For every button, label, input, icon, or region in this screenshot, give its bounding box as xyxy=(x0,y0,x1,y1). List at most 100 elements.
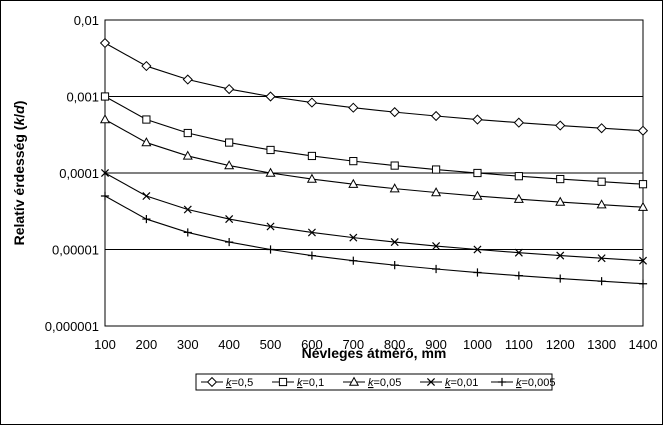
x-tick-label: 900 xyxy=(425,337,447,352)
series-point xyxy=(307,151,317,161)
series-point xyxy=(349,256,358,265)
series-point xyxy=(637,125,649,136)
series-point xyxy=(224,160,235,170)
series-point xyxy=(225,237,234,247)
series-2 xyxy=(99,114,649,211)
series-point xyxy=(596,123,607,134)
x-axis-tick-labels: 100 200 300 400 500 600 700 800 900 1000 1100 1200 1… xyxy=(94,337,657,352)
series-point xyxy=(224,83,235,95)
series-point xyxy=(473,245,482,254)
series-point xyxy=(348,178,359,188)
series-point xyxy=(555,120,566,131)
x-tick-label: 400 xyxy=(218,337,240,352)
series-point xyxy=(473,268,482,277)
series-line xyxy=(104,96,644,185)
y-axis-title: Relatív érdesség (k/d) xyxy=(11,101,27,246)
x-tick-label: 600 xyxy=(301,337,323,352)
series-point xyxy=(142,115,151,124)
series-point xyxy=(99,37,111,49)
legend-item: k=0,1 xyxy=(272,377,324,389)
series-point xyxy=(100,191,110,201)
series-4 xyxy=(100,191,648,288)
series-point xyxy=(430,110,442,122)
series-point xyxy=(183,228,192,237)
series-line xyxy=(104,195,644,285)
grid-layer xyxy=(105,96,643,250)
y-tick-label: 0,000001 xyxy=(45,319,99,334)
x-tick-label: 500 xyxy=(260,337,282,352)
series-3 xyxy=(100,168,648,265)
series-point xyxy=(556,174,565,184)
series-point xyxy=(225,138,234,147)
series-point xyxy=(597,177,606,186)
series-point xyxy=(389,183,400,193)
series-point xyxy=(596,199,607,209)
x-tick-label: 1200 xyxy=(546,337,575,352)
series-point xyxy=(389,107,400,118)
legend-swatch-marker xyxy=(426,377,436,387)
x-axis-title: Névleges átmérő, mm xyxy=(302,345,447,361)
series-point xyxy=(597,277,606,286)
legend-label: k=0,01 xyxy=(445,377,478,389)
series-point xyxy=(306,97,318,108)
series-point xyxy=(306,173,317,183)
series-point xyxy=(472,190,483,200)
legend-label: k=0,05 xyxy=(368,377,401,389)
y-axis-tick-labels: 0,01 0,001 0,0001 0,00001 0,000001 xyxy=(45,13,99,334)
series-point xyxy=(266,222,275,231)
legend-swatch-marker xyxy=(278,377,288,387)
x-tick-label: 1300 xyxy=(587,337,616,352)
series-point xyxy=(100,168,110,178)
legend: k=0,5 k=0,1 k=0,05 k=0,01 k=0,005 xyxy=(195,373,555,391)
series-point xyxy=(390,161,399,170)
series-point xyxy=(473,168,482,178)
legend-item: k=0,01 xyxy=(420,377,478,389)
series-point xyxy=(265,91,276,102)
series-point xyxy=(431,187,442,197)
x-tick-label: 300 xyxy=(177,337,199,352)
series-line xyxy=(104,119,644,208)
series-point xyxy=(514,271,523,280)
series-point xyxy=(638,180,648,189)
series-point xyxy=(513,117,524,128)
series-point xyxy=(266,145,275,155)
series-point xyxy=(472,114,483,125)
x-tick-label: 200 xyxy=(136,337,158,352)
y-tick-label: 0,0001 xyxy=(59,166,99,181)
series-point xyxy=(182,74,193,85)
x-tick-label: 700 xyxy=(342,337,364,352)
x-tick-label: 1100 xyxy=(505,337,533,352)
y-tick-label: 0,001 xyxy=(66,90,99,105)
series-point xyxy=(431,165,441,174)
series-point xyxy=(141,60,152,72)
series-point xyxy=(514,172,523,181)
series-line xyxy=(104,172,644,262)
legend-item: k=0,005 xyxy=(491,377,555,389)
legend-swatch-marker xyxy=(348,376,360,386)
series-point xyxy=(556,274,565,283)
series-point xyxy=(182,150,193,160)
x-tick-label: 800 xyxy=(384,337,406,352)
series-point xyxy=(348,102,359,113)
series-point xyxy=(142,192,151,201)
series-line xyxy=(104,42,644,132)
series-1 xyxy=(100,92,648,189)
series-point xyxy=(597,254,606,263)
legend-item: k=0,05 xyxy=(343,376,401,389)
legend-items: k=0,5 k=0,1 k=0,05 k=0,01 k=0,005 xyxy=(201,376,555,389)
series-point xyxy=(99,114,111,124)
legend-label: k=0,1 xyxy=(297,377,324,389)
series-point xyxy=(266,245,275,254)
x-tick-label: 1400 xyxy=(629,337,658,352)
series-point xyxy=(307,228,316,237)
legend-swatch-marker xyxy=(497,377,507,387)
series-point xyxy=(556,251,565,260)
series-point xyxy=(432,242,441,251)
series-point xyxy=(265,167,276,177)
series-point xyxy=(390,238,399,247)
series-point xyxy=(307,251,317,260)
series-point xyxy=(638,279,648,288)
series-point xyxy=(100,92,110,101)
